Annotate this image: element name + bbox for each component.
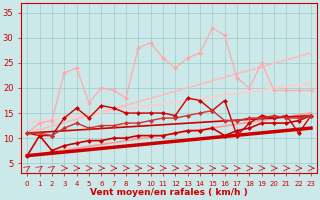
X-axis label: Vent moyen/en rafales ( km/h ): Vent moyen/en rafales ( km/h ) <box>90 188 248 197</box>
